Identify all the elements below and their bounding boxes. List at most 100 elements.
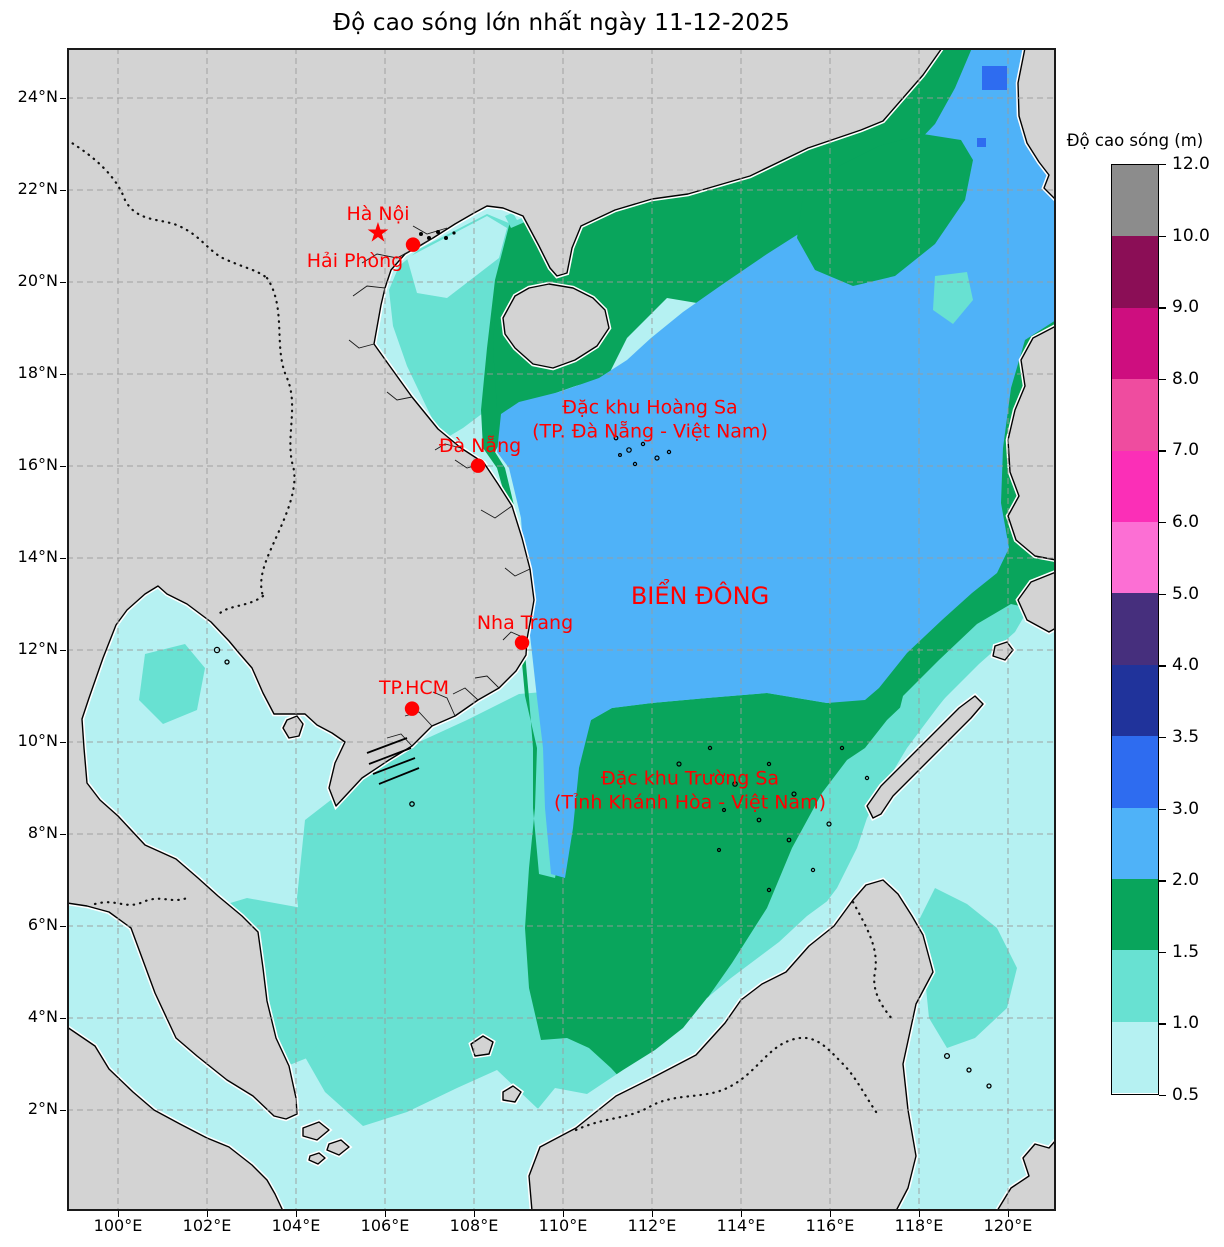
- colorbar-tick-label: 3.0: [1172, 798, 1200, 819]
- city-marker-dot: ●: [404, 232, 422, 255]
- sea-green-blob: [797, 134, 973, 286]
- y-axis-tick: [60, 190, 66, 191]
- colorbar-tick-label: 10.0: [1172, 225, 1210, 246]
- halong-islets: [419, 230, 456, 240]
- page-title: Độ cao sóng lớn nhất ngày 11-12-2025: [333, 10, 790, 36]
- colorbar-tick-label: 7.0: [1172, 440, 1200, 461]
- colorbar-segment-10.0-12.0: [1112, 165, 1158, 237]
- city-marker-star: ★: [365, 217, 391, 249]
- colorbar-segment-5.0-6.0: [1112, 522, 1158, 594]
- sea-region-3-3.5m: [977, 66, 1007, 147]
- y-axis-label: 18°N: [17, 363, 58, 382]
- y-axis-label: 10°N: [17, 731, 58, 750]
- colorbar-tick-label: 3.5: [1172, 726, 1200, 747]
- colorbar-segment-2.0-3.0: [1112, 807, 1158, 880]
- city-label: Hải Phòng: [306, 250, 404, 272]
- colorbar-tick-label: 9.0: [1172, 297, 1200, 318]
- map-area: [67, 48, 1056, 1211]
- colorbar-segment-9.0-10.0: [1112, 236, 1158, 308]
- graticule: [67, 48, 1056, 1211]
- city-marker-dot: ●: [513, 630, 531, 653]
- colorbar-tick: [1159, 235, 1166, 237]
- sea-label: Đặc khu Hoàng Sa (TP. Đà Nẵng - Việt Nam): [532, 396, 768, 442]
- colorbar-tick: [1159, 593, 1166, 596]
- y-axis-tick: [60, 374, 66, 375]
- x-axis-label: 116°E: [805, 1216, 855, 1235]
- sea-label: BIỂN ĐÔNG: [630, 582, 770, 610]
- province-borders: [348, 225, 531, 747]
- colorbar-tick-label: 12.0: [1172, 154, 1210, 174]
- y-axis-label: 6°N: [27, 915, 58, 934]
- colorbar-tick-label: 1.5: [1172, 941, 1200, 962]
- y-axis-label: 14°N: [17, 547, 58, 566]
- colorbar-tick-label: 5.0: [1172, 583, 1200, 604]
- y-axis-label: 4°N: [27, 1007, 58, 1026]
- y-axis-label: 2°N: [27, 1099, 58, 1118]
- y-axis-tick: [60, 282, 66, 283]
- x-axis-label: 106°E: [360, 1216, 410, 1235]
- city-label: Nha Trang: [476, 612, 574, 634]
- colorbar: [1111, 164, 1159, 1095]
- y-axis-label: 22°N: [17, 179, 58, 198]
- colorbar-tick: [1159, 665, 1166, 667]
- colorbar-segment-8.0-9.0: [1112, 307, 1158, 380]
- colorbar-tick: [1159, 164, 1166, 166]
- y-axis-tick: [60, 98, 66, 99]
- colorbar-segment-4.0-5.0: [1112, 593, 1158, 665]
- x-axis-label: 118°E: [894, 1216, 944, 1235]
- paracel-islets: [613, 435, 672, 467]
- colorbar-segment-1.0-1.5: [1112, 950, 1158, 1022]
- colorbar-tick: [1159, 1023, 1166, 1025]
- x-axis-tick: [296, 1211, 297, 1217]
- map-frame: [67, 48, 1056, 1211]
- x-axis-label: 112°E: [627, 1216, 677, 1235]
- city-label: Hà Nội: [346, 203, 410, 225]
- y-axis-label: 20°N: [17, 271, 58, 290]
- x-axis-tick: [741, 1211, 742, 1217]
- city-label: Đà Nẵng: [438, 435, 522, 457]
- sea-blue-notch: [735, 640, 755, 690]
- x-axis-tick: [207, 1211, 208, 1217]
- colorbar-tick-label: 0.5: [1172, 1085, 1200, 1105]
- colorbar-tick-label: 6.0: [1172, 512, 1200, 533]
- sea-region-1.5-2m: [481, 48, 1056, 1092]
- x-axis-label: 108°E: [449, 1216, 499, 1235]
- colorbar-tick-label: 1.0: [1172, 1013, 1200, 1034]
- y-axis-tick: [60, 466, 66, 467]
- y-axis-tick: [60, 558, 66, 559]
- colorbar-tick-label: 2.0: [1172, 870, 1200, 891]
- colorbar-segment-1.5-2.0: [1112, 879, 1158, 951]
- x-axis-label: 120°E: [983, 1216, 1033, 1235]
- colorbar-tick: [1159, 951, 1166, 954]
- colorbar-segment-7.0-8.0: [1112, 379, 1158, 451]
- colorbar-tick: [1159, 307, 1166, 309]
- colorbar-segment-6.0-7.0: [1112, 450, 1158, 523]
- city-marker-dot: ●: [469, 453, 487, 476]
- x-axis-label: 114°E: [716, 1216, 766, 1235]
- y-axis-tick: [60, 926, 66, 927]
- x-axis-label: 110°E: [538, 1216, 588, 1235]
- colorbar-tick-label: 4.0: [1172, 655, 1200, 676]
- y-axis-tick: [60, 650, 66, 651]
- colorbar-tick: [1159, 378, 1166, 381]
- y-axis-tick: [60, 834, 66, 835]
- y-axis-tick: [60, 1018, 66, 1019]
- y-axis-label: 12°N: [17, 639, 58, 658]
- y-axis-tick: [60, 1110, 66, 1111]
- x-axis-tick: [385, 1211, 386, 1217]
- x-axis-tick: [652, 1211, 653, 1217]
- x-axis-tick: [118, 1211, 119, 1217]
- city-marker-dot: ●: [403, 696, 421, 719]
- y-axis-label: 24°N: [17, 87, 58, 106]
- colorbar-tick-label: 8.0: [1172, 368, 1200, 389]
- x-axis-tick: [563, 1211, 564, 1217]
- x-axis-tick: [1008, 1211, 1009, 1217]
- y-axis-label: 16°N: [17, 455, 58, 474]
- x-axis-tick: [919, 1211, 920, 1217]
- colorbar-title: Độ cao sóng (m): [1066, 131, 1204, 150]
- mekong-channels: [366, 737, 420, 785]
- colorbar-tick: [1159, 1095, 1166, 1097]
- colorbar-tick: [1159, 736, 1166, 739]
- x-axis-tick: [830, 1211, 831, 1217]
